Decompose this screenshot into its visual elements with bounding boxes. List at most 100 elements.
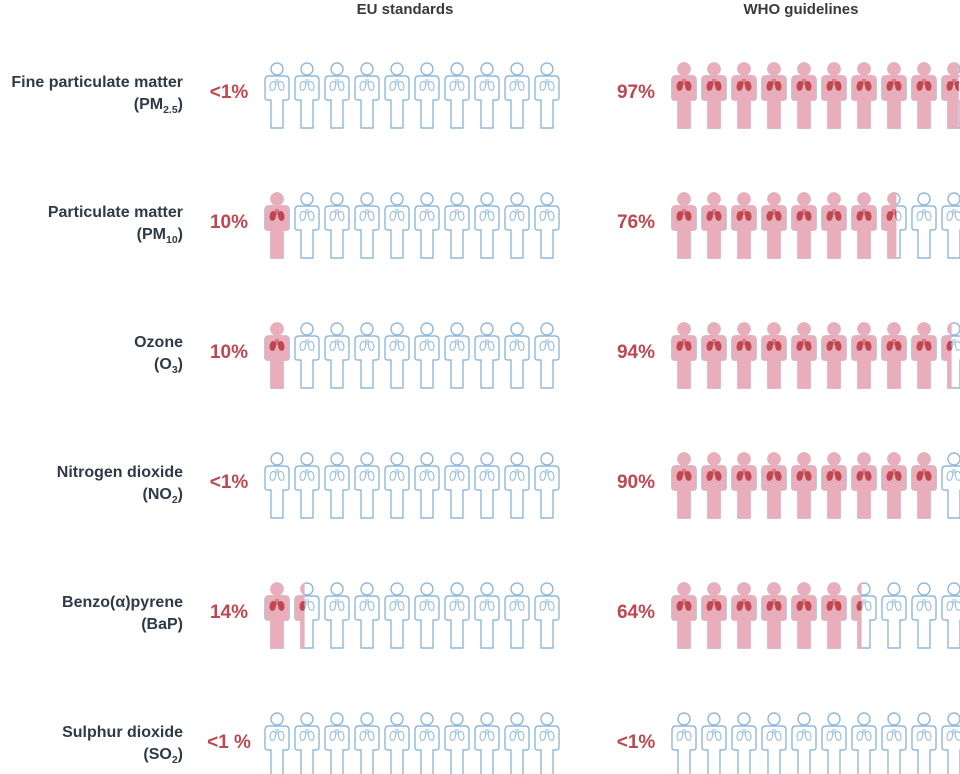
person-exposed-icon (701, 192, 727, 259)
person-outline-icon (264, 712, 290, 774)
person-outline-icon (444, 712, 470, 774)
person-outline-icon (474, 452, 500, 519)
row-formula: (NO2) (143, 486, 184, 506)
row-label: Fine particulate matter (11, 74, 183, 91)
person-outline-icon (504, 192, 530, 259)
person-outline-icon (354, 582, 380, 649)
row-1: Particulate matter (PM10) 10% 76% (48, 192, 960, 259)
person-outline-icon (354, 452, 380, 519)
person-outline-icon (354, 62, 380, 129)
person-exposed-icon (671, 452, 697, 519)
person-outline-icon (504, 62, 530, 129)
person-exposed-icon (821, 322, 847, 389)
person-exposed-icon (264, 322, 290, 389)
person-exposed-icon (264, 582, 290, 649)
person-exposed-icon (791, 62, 817, 129)
person-exposed-icon (911, 452, 937, 519)
person-outline-icon (384, 62, 410, 129)
person-exposed-icon (731, 62, 757, 129)
person-outline-icon (444, 62, 470, 129)
person-exposed-icon (791, 452, 817, 519)
person-exposed-icon (701, 62, 727, 129)
person-outline-icon (324, 192, 350, 259)
person-exposed-icon (671, 322, 697, 389)
person-outline-icon (761, 712, 787, 774)
person-exposed-icon (851, 192, 877, 259)
person-exposed-icon (731, 582, 757, 649)
person-outline-icon (444, 582, 470, 649)
person-exposed-icon (264, 192, 290, 259)
person-outline-icon (881, 582, 907, 649)
person-outline-icon (444, 192, 470, 259)
person-outline-icon (324, 452, 350, 519)
person-outline-icon (504, 322, 530, 389)
person-exposed-icon (701, 582, 727, 649)
person-outline-icon (324, 322, 350, 389)
person-outline-icon (414, 582, 440, 649)
row-formula: (BaP) (141, 616, 183, 633)
row-formula: (SO2) (143, 746, 183, 766)
person-outline-icon (941, 452, 960, 519)
percent-label-eu: <1% (210, 82, 249, 103)
person-outline-icon (294, 582, 320, 649)
person-outline-icon (731, 712, 757, 774)
person-outline-icon (384, 712, 410, 774)
row-formula: (PM10) (137, 226, 183, 246)
pictograph-rows: Fine particulate matter (PM2.5) <1% 97% Part… (11, 62, 960, 774)
row-5: Sulphur dioxide (SO2) <1 % <1% (62, 712, 960, 774)
row-4: Benzo(α)pyrene (BaP) 14% 64% (62, 582, 960, 649)
person-outline-icon (414, 62, 440, 129)
person-exposed-icon (761, 582, 787, 649)
person-outline-icon (911, 582, 937, 649)
column-header-eu-standards: EU standards (357, 1, 454, 18)
percent-label-eu: 10% (210, 342, 248, 363)
person-outline-icon (474, 192, 500, 259)
person-outline-icon (534, 192, 560, 259)
person-outline-icon (474, 322, 500, 389)
percent-label-eu: 14% (210, 602, 248, 623)
person-exposed-icon (731, 322, 757, 389)
person-outline-icon (414, 712, 440, 774)
percent-label-who: 97% (617, 82, 655, 103)
person-exposed-icon (851, 322, 877, 389)
person-exposed-icon (761, 452, 787, 519)
person-outline-icon (324, 62, 350, 129)
person-exposed-icon (731, 192, 757, 259)
person-outline-icon (294, 62, 320, 129)
person-outline-icon (881, 712, 907, 774)
percent-label-who: <1% (617, 732, 656, 753)
person-outline-icon (324, 582, 350, 649)
person-exposed-icon (821, 452, 847, 519)
person-outline-icon (384, 452, 410, 519)
percent-label-who: 76% (617, 212, 655, 233)
row-0: Fine particulate matter (PM2.5) <1% 97% (11, 62, 960, 129)
person-exposed-icon (671, 192, 697, 259)
person-outline-icon (534, 322, 560, 389)
person-outline-icon (264, 452, 290, 519)
person-exposed-icon (821, 192, 847, 259)
person-exposed-icon (791, 322, 817, 389)
person-outline-icon (294, 322, 320, 389)
person-outline-icon (444, 452, 470, 519)
person-exposed-icon (761, 62, 787, 129)
person-exposed-icon (701, 452, 727, 519)
person-outline-icon (294, 712, 320, 774)
row-formula: (O3) (154, 356, 183, 376)
person-outline-icon (414, 452, 440, 519)
person-outline-icon (294, 192, 320, 259)
person-outline-icon (701, 712, 727, 774)
person-outline-icon (881, 192, 907, 259)
person-outline-icon (354, 712, 380, 774)
person-outline-icon (941, 582, 960, 649)
row-2: Ozone (O3) 10% 94% (134, 322, 960, 389)
person-outline-icon (384, 582, 410, 649)
person-exposed-icon (881, 452, 907, 519)
person-outline-icon (414, 192, 440, 259)
row-label: Sulphur dioxide (62, 724, 183, 741)
person-exposed-icon (881, 62, 907, 129)
person-outline-icon (264, 62, 290, 129)
person-exposed-icon (851, 452, 877, 519)
percent-label-eu: <1 % (207, 732, 251, 753)
row-label: Ozone (134, 334, 183, 351)
